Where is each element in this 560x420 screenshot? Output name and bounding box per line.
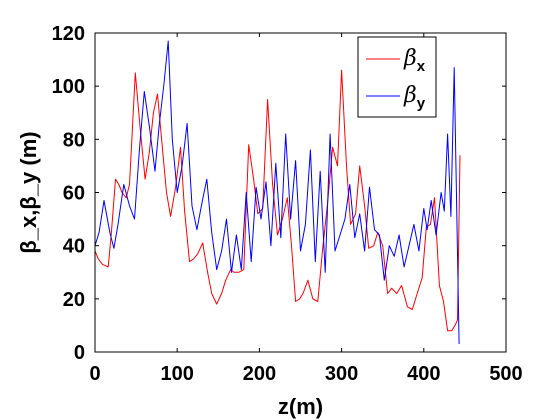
y-tick-label: 120 [52, 23, 85, 45]
y-tick-label: 40 [63, 236, 85, 258]
x-tick-label: 200 [243, 363, 276, 385]
y-axis-label: β_x,β_y (m) [16, 131, 41, 253]
x-axis-ticks: 0 100 200 300 400 500 [89, 33, 523, 385]
y-axis-ticks: 0 20 40 60 80 100 120 [52, 23, 506, 364]
series-layer [94, 40, 461, 345]
legend-label: βy [403, 83, 426, 112]
legend-symbol: β [403, 46, 417, 71]
series-line-beta_x [94, 69, 458, 332]
legend-label: βx [403, 46, 426, 75]
x-tick-label: 0 [89, 363, 100, 385]
x-tick-label: 500 [489, 363, 522, 385]
y-tick-label: 20 [63, 289, 85, 311]
x-tick-label: 300 [325, 363, 358, 385]
y-tick-label: 60 [63, 183, 85, 205]
y-axis-label-text: β_x,β_y (m) [16, 131, 41, 253]
y-tick-label: 0 [74, 342, 85, 364]
y-tick-label: 80 [63, 129, 85, 151]
x-tick-label: 100 [161, 363, 194, 385]
x-axis-label: z(m) [278, 394, 323, 419]
x-tick-label: 400 [407, 363, 440, 385]
y-tick-label: 100 [52, 76, 85, 98]
series-line-beta_y [94, 40, 460, 345]
legend-symbol: β [403, 83, 417, 108]
legend-subscript: x [417, 58, 426, 75]
legend-box [357, 36, 437, 118]
legend-subscript: y [417, 95, 426, 112]
